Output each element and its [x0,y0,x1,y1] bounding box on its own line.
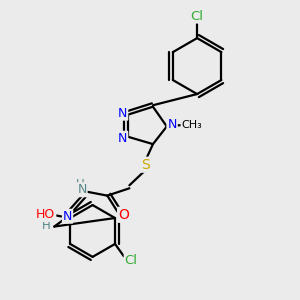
Text: O: O [118,208,129,222]
Text: N: N [77,183,87,196]
Text: N: N [63,210,72,223]
Text: N: N [118,107,127,120]
Text: H: H [42,219,50,232]
Text: CH₃: CH₃ [182,120,202,130]
Text: N: N [118,132,127,145]
Text: S: S [141,158,150,172]
Text: Cl: Cl [190,10,204,22]
Text: HO: HO [36,208,55,221]
Text: Cl: Cl [125,254,138,267]
Text: N: N [167,118,177,131]
Text: H: H [76,178,84,191]
